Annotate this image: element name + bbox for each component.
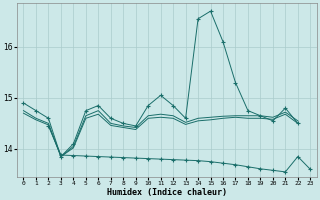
X-axis label: Humidex (Indice chaleur): Humidex (Indice chaleur)	[107, 188, 227, 197]
